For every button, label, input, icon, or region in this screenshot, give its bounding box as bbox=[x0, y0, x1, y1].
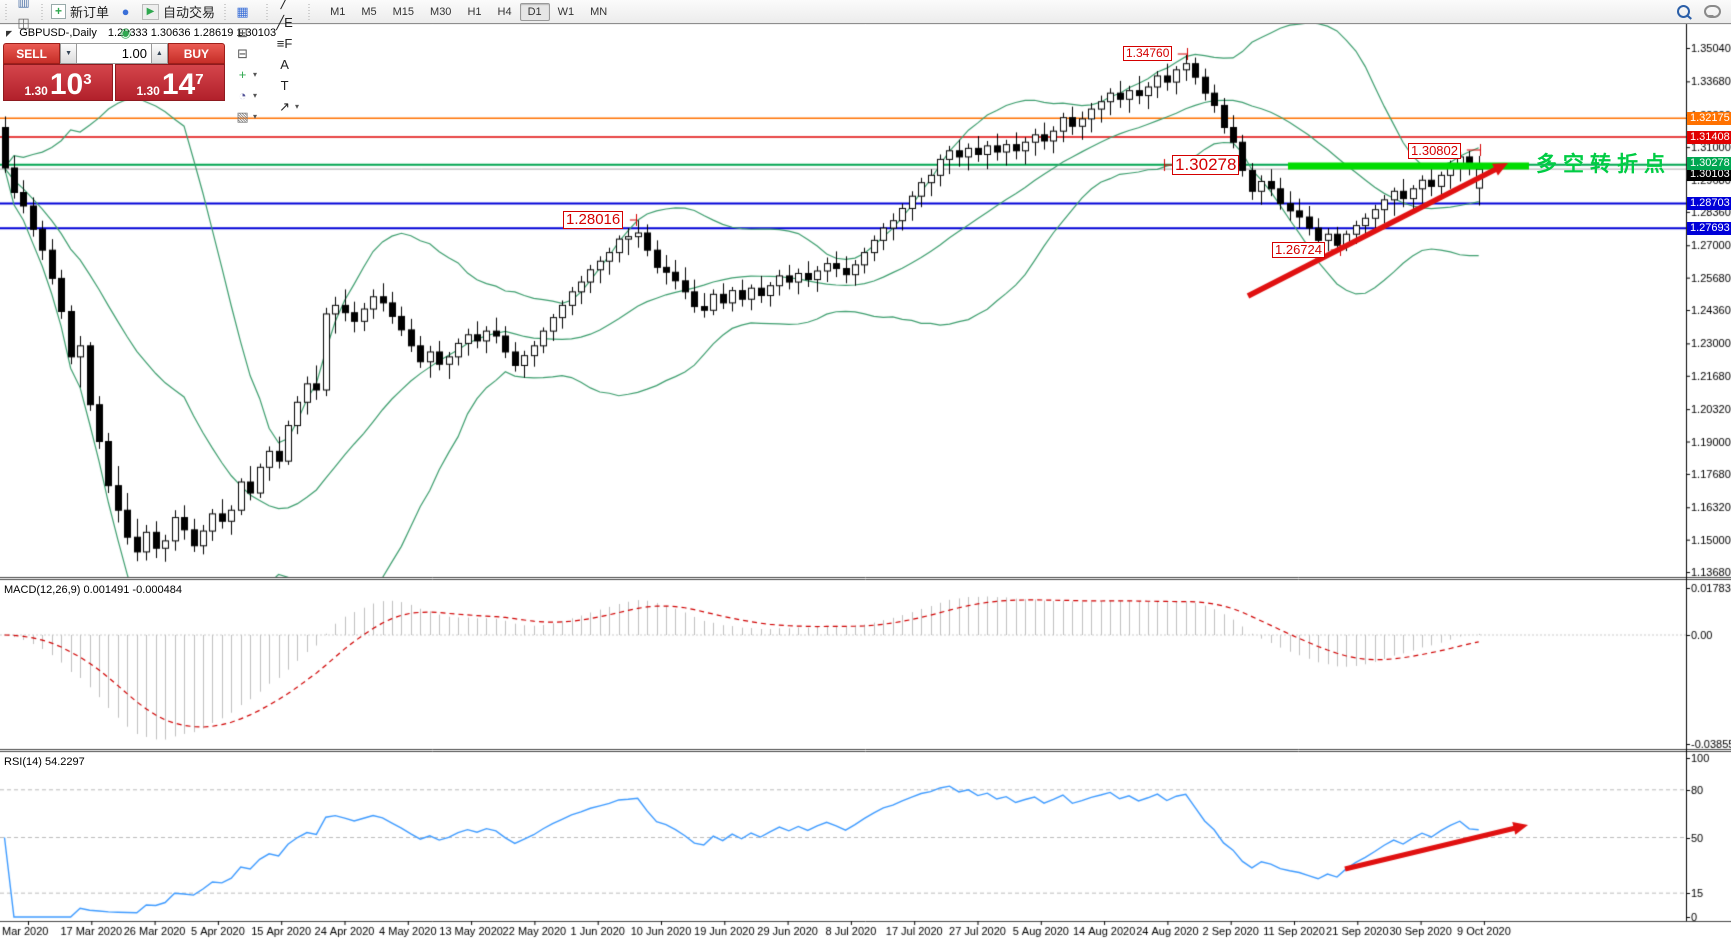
timeframe-h4-button[interactable]: H4 bbox=[497, 5, 512, 18]
arrange-button[interactable]: ⊞ bbox=[230, 22, 261, 43]
autotrading-label: 自动交易 bbox=[163, 5, 216, 20]
fibonacci-tool-icon: ≡F bbox=[276, 35, 293, 51]
autotrading-button[interactable]: ▶ 自动交易 bbox=[138, 1, 219, 22]
axis-tag-level-1.27693: 1.27693 bbox=[1687, 221, 1731, 235]
arrows-tool-button[interactable]: ↗ ▾ bbox=[272, 96, 303, 117]
timeframe-m15-button[interactable]: M15 bbox=[392, 5, 415, 18]
price-label-1.30802: 1.30802 bbox=[1408, 143, 1461, 159]
axis-tag-level-1.30278: 1.30278 bbox=[1687, 157, 1731, 171]
channel-tool-icon: ╱E bbox=[276, 14, 293, 30]
tile-windows-icon: ▦ bbox=[236, 4, 249, 19]
price-label-1.30278: 1.30278 bbox=[1172, 155, 1240, 175]
macd-label: MACD(12,26,9) 0.001491 -0.000484 bbox=[4, 584, 182, 596]
price-label-1.26724: 1.26724 bbox=[1272, 242, 1325, 258]
chart-window-icon: ▥ bbox=[17, 0, 30, 9]
periods-button[interactable]: ◔ ▾ bbox=[230, 85, 261, 106]
periods-icon: ◔ bbox=[238, 88, 247, 103]
timeframe-m1-button[interactable]: M1 bbox=[330, 5, 346, 18]
market-icon: ● bbox=[121, 4, 130, 19]
buy-price-panel[interactable]: 1.30 14 7 bbox=[115, 64, 225, 101]
label-tool-icon: T bbox=[280, 77, 289, 93]
toolbar-window-group: ▥ ◫ bbox=[11, 0, 36, 33]
timeframe-d1-button[interactable]: D1 bbox=[519, 2, 550, 21]
toolbar-grip bbox=[264, 3, 270, 20]
indicators-icon: + bbox=[238, 67, 247, 82]
chevron-down-icon: ▾ bbox=[295, 101, 300, 111]
arrows-tool-icon: ↗ bbox=[279, 98, 290, 114]
volume-increase-button[interactable]: ▲ bbox=[151, 43, 168, 64]
chart-ohlc-values: 1.29333 1.30636 1.28619 1.30103 bbox=[107, 27, 277, 39]
buy-price-prefix: 1.30 bbox=[136, 84, 160, 98]
axis-tag-current-price: 1.30103 bbox=[1687, 167, 1731, 181]
search-icon[interactable] bbox=[1677, 5, 1690, 18]
templates-button[interactable]: ▧ ▾ bbox=[230, 106, 261, 127]
timeframe-group: M1 M5 M15 M30 H1 H4 D1 W1 MN bbox=[322, 2, 615, 21]
chart-symbol-period: GBPUSD-,Daily bbox=[19, 27, 97, 39]
timeframe-m5-button[interactable]: M5 bbox=[361, 5, 377, 18]
tile-windows-button[interactable]: ▦ bbox=[230, 1, 261, 22]
timeframe-m30-button[interactable]: M30 bbox=[430, 5, 452, 18]
timeframe-h1-button[interactable]: H1 bbox=[467, 5, 482, 18]
timeframe-mn-button[interactable]: MN bbox=[590, 5, 608, 18]
shift-chart-button[interactable]: ⊟ bbox=[230, 43, 261, 64]
templates-icon: ▧ bbox=[236, 109, 249, 124]
sell-price-pip: 3 bbox=[83, 71, 92, 88]
buy-price-pip: 7 bbox=[195, 71, 204, 88]
indicators-button[interactable]: + ▾ bbox=[230, 64, 261, 85]
new-order-button[interactable]: + 新订单 bbox=[47, 1, 113, 22]
chat-icon[interactable] bbox=[1704, 5, 1721, 18]
axis-tag-level-1.28703: 1.28703 bbox=[1687, 196, 1731, 210]
sell-price-big: 10 bbox=[49, 68, 84, 101]
trendline-tool-icon: ╱ bbox=[280, 0, 289, 9]
chart-window-button[interactable]: ▥ bbox=[11, 0, 36, 12]
label-tool-button[interactable]: T bbox=[272, 75, 303, 96]
new-order-label: 新订单 bbox=[70, 5, 110, 20]
channel-tool-button[interactable]: ╱E bbox=[272, 12, 303, 33]
chevron-down-icon: ▾ bbox=[253, 112, 258, 121]
main-toolbar: ▥◫ + 新订单 ◆●◉ ▶ 自动交易 ∥╽╿∿⊕⊖▦⊞⊟+▾◔▾▧▾ ↖+│─… bbox=[0, 0, 1731, 124]
toolbar-grip bbox=[39, 3, 44, 20]
timeframe-w1-button[interactable]: W1 bbox=[557, 5, 575, 18]
chevron-down-icon: ▾ bbox=[253, 91, 258, 100]
chevron-down-icon: ▾ bbox=[253, 70, 258, 79]
new-order-icon: + bbox=[51, 4, 66, 19]
price-label-1.34760: 1.34760 bbox=[1123, 46, 1173, 61]
sell-button[interactable]: SELL bbox=[3, 43, 61, 64]
text-tool-button[interactable]: A bbox=[272, 54, 303, 75]
chart-title: ◤ GBPUSD-,Daily 1.29333 1.30636 1.28619 … bbox=[6, 27, 276, 39]
buy-button[interactable]: BUY bbox=[167, 43, 225, 64]
sell-price-prefix: 1.30 bbox=[24, 84, 48, 98]
text-tool-icon: A bbox=[280, 56, 289, 72]
annotation-text: 多空转折点 bbox=[1536, 153, 1671, 176]
profiles-icon: ◫ bbox=[17, 14, 30, 30]
collapse-arrow-icon[interactable]: ◤ bbox=[6, 29, 13, 38]
toolbar-grip bbox=[222, 3, 228, 20]
arrange-icon: ⊞ bbox=[237, 25, 248, 40]
toolbar-service-group: ◆●◉ bbox=[113, 0, 138, 43]
volume-decrease-button[interactable]: ▼ bbox=[60, 43, 77, 64]
price-label-1.28016: 1.28016 bbox=[563, 211, 624, 229]
buy-price-big: 14 bbox=[161, 68, 196, 101]
trendline-tool-button[interactable]: ╱ bbox=[272, 0, 303, 12]
fibonacci-tool-button[interactable]: ≡F bbox=[272, 33, 303, 54]
toolbar-grip bbox=[3, 3, 8, 20]
shift-chart-icon: ⊟ bbox=[237, 46, 248, 61]
toolbar-grip bbox=[306, 3, 312, 20]
axis-tag-level-1.32175: 1.32175 bbox=[1687, 111, 1731, 125]
rsi-label: RSI(14) 54.2297 bbox=[4, 756, 85, 768]
signals-icon: ◉ bbox=[119, 25, 132, 40]
autotrading-icon: ▶ bbox=[142, 3, 160, 20]
axis-tag-level-1.31408: 1.31408 bbox=[1687, 130, 1731, 144]
signals-button[interactable]: ◉ bbox=[113, 22, 138, 43]
sell-price-panel[interactable]: 1.30 10 3 bbox=[3, 64, 113, 101]
toolbar-drawtools-group: ↖+│─╱╱E≡FAT↗▾ bbox=[272, 0, 303, 117]
toolbar-chart-group: ∥╽╿∿⊕⊖▦⊞⊟+▾◔▾▧▾ bbox=[230, 0, 261, 127]
volume-input[interactable] bbox=[77, 43, 151, 64]
one-click-trading-panel: SELL ▼ ▲ BUY 1.30 10 3 1.30 14 7 bbox=[3, 43, 225, 101]
profiles-button[interactable]: ◫ bbox=[11, 12, 36, 33]
market-button[interactable]: ● bbox=[113, 1, 138, 22]
